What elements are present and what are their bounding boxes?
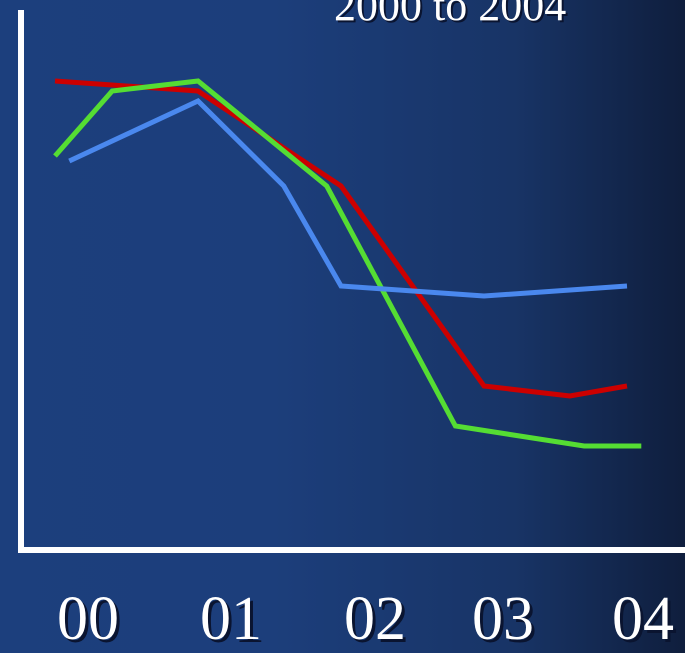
chart-title: 2000 to 2004 [334, 0, 567, 30]
series-line-2 [53, 78, 642, 449]
chart-axes [18, 10, 685, 553]
x-tick-label: 00 [57, 585, 119, 653]
series-line-1 [54, 78, 628, 399]
series-line-3 [68, 97, 628, 299]
series-layer [53, 78, 642, 449]
x-tick-label: 04 [612, 585, 674, 653]
x-tick-label: 03 [472, 585, 534, 653]
x-tick-label: 02 [344, 585, 406, 653]
x-tick-label: 01 [200, 585, 262, 653]
